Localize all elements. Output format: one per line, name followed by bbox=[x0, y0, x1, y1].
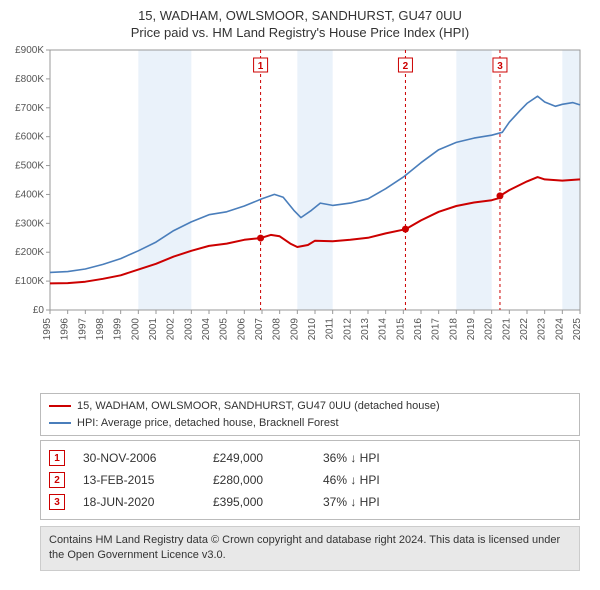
event-delta: 46% ↓ HPI bbox=[323, 473, 380, 487]
event-date: 30-NOV-2006 bbox=[83, 451, 213, 465]
svg-text:2002: 2002 bbox=[166, 318, 177, 341]
svg-text:£0: £0 bbox=[33, 305, 45, 316]
event-price: £395,000 bbox=[213, 495, 323, 509]
legend: 15, WADHAM, OWLSMOOR, SANDHURST, GU47 0U… bbox=[40, 393, 580, 436]
event-delta: 36% ↓ HPI bbox=[323, 451, 380, 465]
svg-text:2004: 2004 bbox=[201, 318, 212, 341]
svg-text:2015: 2015 bbox=[395, 318, 406, 341]
svg-text:2007: 2007 bbox=[254, 318, 265, 341]
svg-text:£900K: £900K bbox=[15, 45, 44, 56]
svg-text:2013: 2013 bbox=[360, 318, 371, 341]
event-delta: 37% ↓ HPI bbox=[323, 495, 380, 509]
svg-text:£700K: £700K bbox=[15, 103, 44, 114]
svg-text:2008: 2008 bbox=[272, 318, 283, 341]
events-table: 1 30-NOV-2006 £249,000 36% ↓ HPI 2 13-FE… bbox=[40, 440, 580, 520]
svg-text:2000: 2000 bbox=[130, 318, 141, 341]
price-chart-svg: £0 £100K £200K £300K £400K £500K £600K £700K £80… bbox=[0, 44, 600, 384]
svg-text:2023: 2023 bbox=[537, 318, 548, 341]
footer-attribution: Contains HM Land Registry data © Crown c… bbox=[40, 526, 580, 571]
svg-text:2003: 2003 bbox=[183, 318, 194, 341]
legend-item-hpi: HPI: Average price, detached house, Brac… bbox=[49, 415, 571, 432]
svg-text:2012: 2012 bbox=[342, 318, 353, 341]
svg-text:£200K: £200K bbox=[15, 247, 44, 258]
svg-text:2016: 2016 bbox=[413, 318, 424, 341]
svg-text:2014: 2014 bbox=[378, 318, 389, 341]
svg-text:1997: 1997 bbox=[77, 318, 88, 341]
svg-text:1: 1 bbox=[258, 61, 264, 72]
svg-text:£600K: £600K bbox=[15, 132, 44, 143]
svg-text:2001: 2001 bbox=[148, 318, 159, 341]
svg-text:1995: 1995 bbox=[42, 318, 53, 341]
legend-swatch-price-paid bbox=[49, 405, 71, 407]
chart-area: £0 £100K £200K £300K £400K £500K £600K £700K £80… bbox=[0, 44, 600, 387]
svg-text:£300K: £300K bbox=[15, 218, 44, 229]
svg-text:2020: 2020 bbox=[484, 318, 495, 341]
svg-text:£400K: £400K bbox=[15, 189, 44, 200]
legend-label-price-paid: 15, WADHAM, OWLSMOOR, SANDHURST, GU47 0U… bbox=[77, 398, 440, 415]
svg-text:2025: 2025 bbox=[572, 318, 583, 341]
chart-title-block: 15, WADHAM, OWLSMOOR, SANDHURST, GU47 0U… bbox=[0, 0, 600, 44]
svg-text:2017: 2017 bbox=[431, 318, 442, 341]
title-address: 15, WADHAM, OWLSMOOR, SANDHURST, GU47 0U… bbox=[10, 8, 590, 23]
event-row: 1 30-NOV-2006 £249,000 36% ↓ HPI bbox=[49, 447, 571, 469]
svg-text:2019: 2019 bbox=[466, 318, 477, 341]
svg-text:2022: 2022 bbox=[519, 318, 530, 341]
svg-text:2018: 2018 bbox=[448, 318, 459, 341]
event-date: 13-FEB-2015 bbox=[83, 473, 213, 487]
svg-text:2006: 2006 bbox=[236, 318, 247, 341]
svg-text:£500K: £500K bbox=[15, 161, 44, 172]
svg-text:1996: 1996 bbox=[60, 318, 71, 341]
svg-text:3: 3 bbox=[497, 61, 503, 72]
legend-label-hpi: HPI: Average price, detached house, Brac… bbox=[77, 415, 339, 432]
event-marker-icon: 2 bbox=[49, 472, 65, 488]
event-price: £249,000 bbox=[213, 451, 323, 465]
event-marker-icon: 3 bbox=[49, 494, 65, 510]
svg-text:£800K: £800K bbox=[15, 74, 44, 85]
event-row: 2 13-FEB-2015 £280,000 46% ↓ HPI bbox=[49, 469, 571, 491]
svg-text:1998: 1998 bbox=[95, 318, 106, 341]
svg-text:1999: 1999 bbox=[113, 318, 124, 341]
svg-text:2010: 2010 bbox=[307, 318, 318, 341]
event-marker-icon: 1 bbox=[49, 450, 65, 466]
svg-text:2011: 2011 bbox=[325, 318, 336, 340]
title-subtitle: Price paid vs. HM Land Registry's House … bbox=[10, 25, 590, 40]
svg-text:2009: 2009 bbox=[289, 318, 300, 341]
svg-text:2024: 2024 bbox=[554, 318, 565, 341]
svg-text:£100K: £100K bbox=[15, 276, 44, 287]
event-date: 18-JUN-2020 bbox=[83, 495, 213, 509]
svg-text:2021: 2021 bbox=[501, 318, 512, 341]
legend-swatch-hpi bbox=[49, 422, 71, 424]
event-price: £280,000 bbox=[213, 473, 323, 487]
svg-text:2005: 2005 bbox=[219, 318, 230, 341]
svg-text:2: 2 bbox=[403, 61, 409, 72]
legend-item-price-paid: 15, WADHAM, OWLSMOOR, SANDHURST, GU47 0U… bbox=[49, 398, 571, 415]
event-row: 3 18-JUN-2020 £395,000 37% ↓ HPI bbox=[49, 491, 571, 513]
